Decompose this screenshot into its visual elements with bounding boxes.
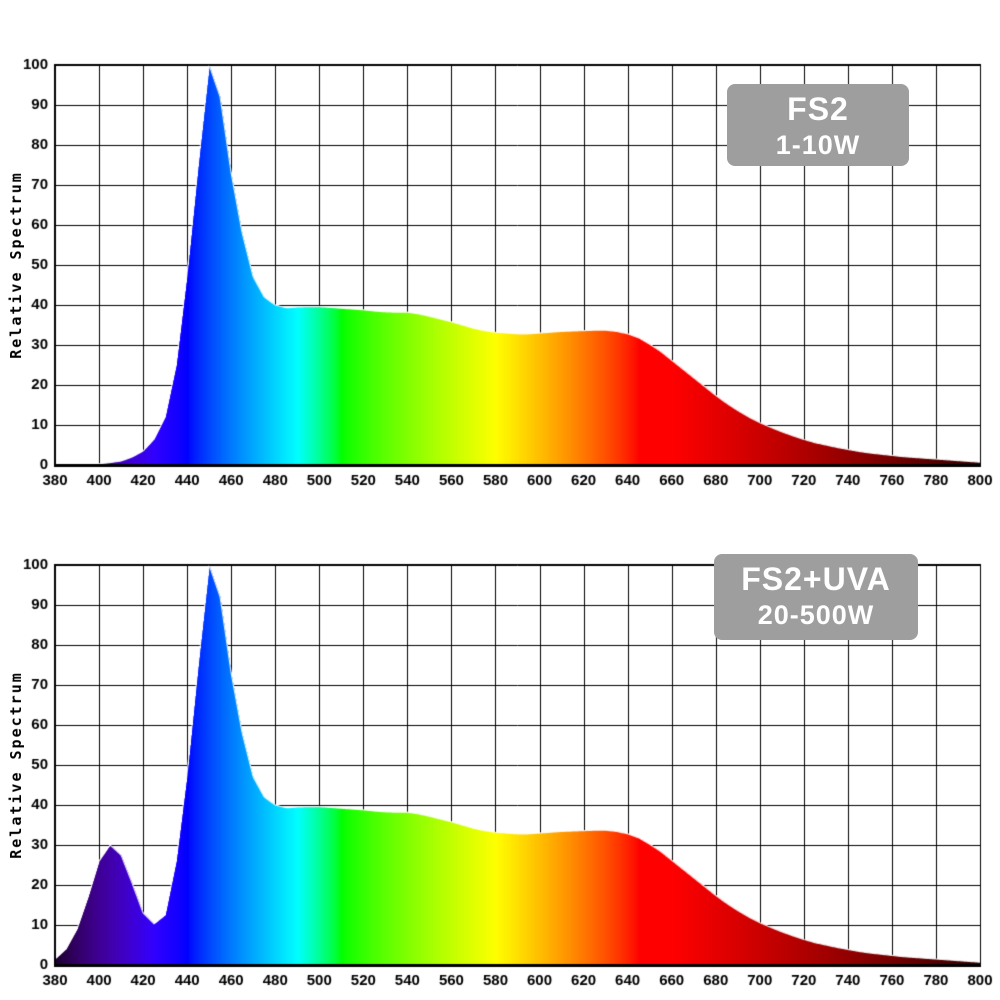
y-axis-label: Relative Spectrum <box>7 671 25 859</box>
badge-model-label: FS2+UVA <box>741 561 891 597</box>
spectrum-plot-fs2 <box>0 0 1000 500</box>
spectrum-chart-fs2-uva: Relative Spectrum FS2+UVA 20-500W <box>0 500 1000 1000</box>
spectrum-chart-fs2: Relative Spectrum FS2 1-10W <box>0 0 1000 500</box>
badge-wattage-label: 20-500W <box>757 600 875 630</box>
y-axis-label: Relative Spectrum <box>7 171 25 359</box>
series-badge-fs2-uva: FS2+UVA 20-500W <box>714 554 918 640</box>
series-badge-fs2: FS2 1-10W <box>727 84 909 166</box>
badge-wattage-label: 1-10W <box>775 130 861 160</box>
badge-model-label: FS2 <box>787 91 849 127</box>
